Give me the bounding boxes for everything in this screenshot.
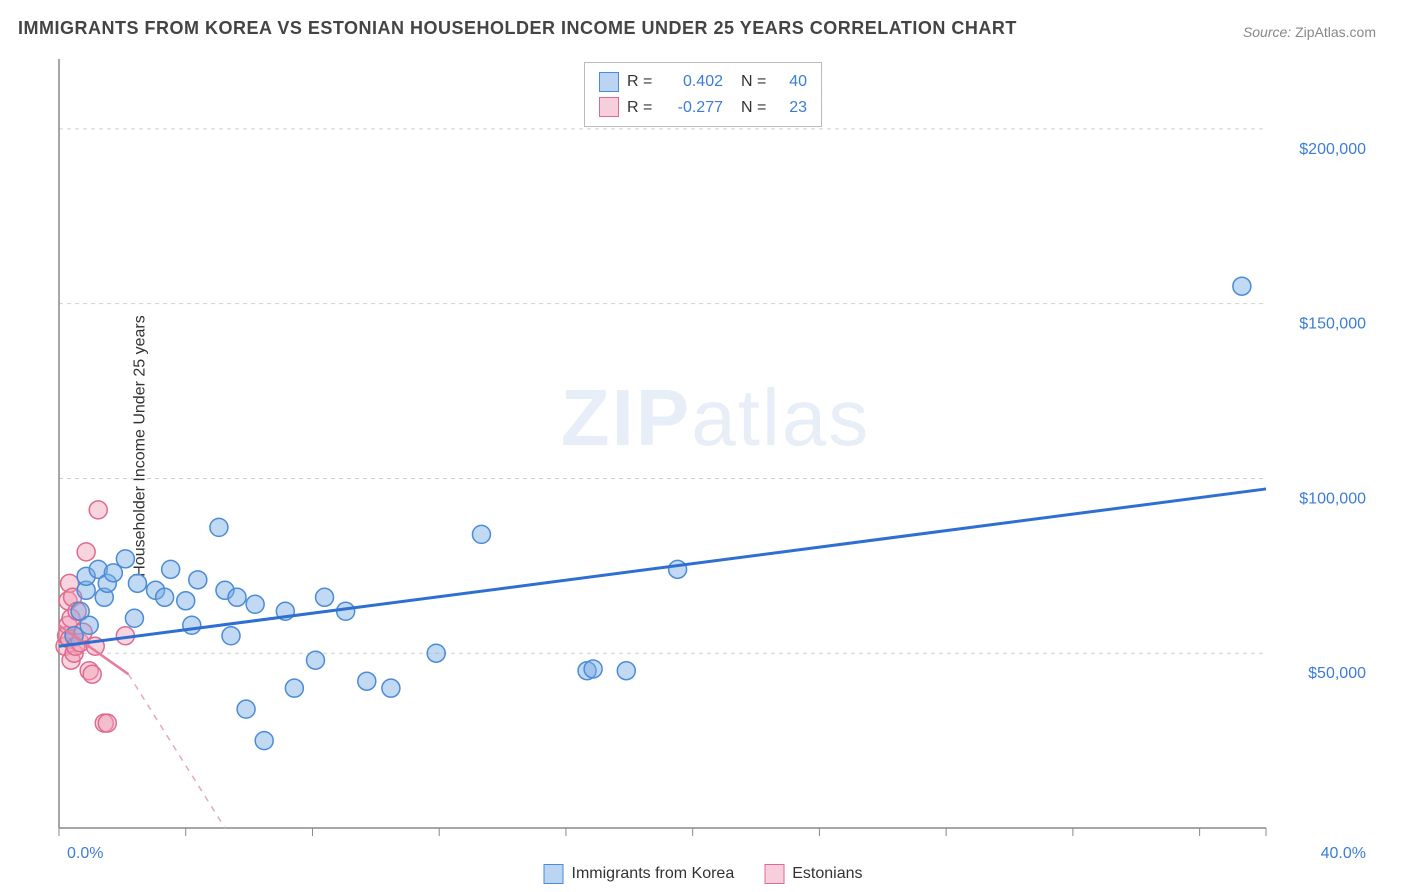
data-point-blue: [358, 672, 376, 690]
source-label: Source:: [1243, 24, 1291, 40]
data-point-pink: [89, 501, 107, 519]
data-point-blue: [584, 660, 602, 678]
data-point-blue: [427, 644, 445, 662]
data-point-blue: [306, 651, 324, 669]
chart-title: IMMIGRANTS FROM KOREA VS ESTONIAN HOUSEH…: [18, 18, 1017, 39]
data-point-blue: [177, 592, 195, 610]
r-value-pink: -0.277: [663, 95, 723, 121]
data-point-blue: [237, 700, 255, 718]
legend-item-blue: Immigrants from Korea: [544, 864, 735, 884]
r-label: R =: [627, 69, 655, 95]
x-start-label: 0.0%: [67, 845, 103, 862]
trend-line-pink-extrapolated: [128, 674, 225, 828]
data-point-blue: [246, 595, 264, 613]
data-point-blue: [472, 525, 490, 543]
trend-line-blue: [59, 489, 1266, 646]
data-point-blue: [80, 616, 98, 634]
data-point-blue: [162, 560, 180, 578]
data-point-blue: [228, 588, 246, 606]
y-tick-label: $150,000: [1299, 316, 1366, 333]
n-label: N =: [741, 69, 769, 95]
swatch-blue: [544, 864, 564, 884]
data-point-blue: [617, 662, 635, 680]
y-tick-label: $50,000: [1308, 665, 1366, 682]
data-point-blue: [382, 679, 400, 697]
legend-row-blue: R = 0.402 N = 40: [599, 69, 807, 95]
swatch-blue: [599, 72, 619, 92]
legend-row-pink: R = -0.277 N = 23: [599, 95, 807, 121]
x-end-label: 40.0%: [1321, 845, 1366, 862]
y-tick-label: $200,000: [1299, 141, 1366, 158]
legend-label-pink: Estonians: [792, 865, 862, 883]
data-point-blue: [1233, 277, 1251, 295]
r-value-blue: 0.402: [663, 69, 723, 95]
plot-area: ZIPatlas $50,000$100,000$150,000$200,000…: [55, 55, 1376, 862]
n-value-blue: 40: [777, 69, 807, 95]
data-point-blue: [285, 679, 303, 697]
correlation-legend: R = 0.402 N = 40 R = -0.277 N = 23: [584, 62, 822, 127]
n-label: N =: [741, 95, 769, 121]
source-name: ZipAtlas.com: [1295, 24, 1376, 40]
legend-item-pink: Estonians: [764, 864, 862, 884]
data-point-blue: [116, 550, 134, 568]
legend-label-blue: Immigrants from Korea: [572, 865, 735, 883]
data-point-blue: [183, 616, 201, 634]
data-point-pink: [98, 714, 116, 732]
data-point-blue: [125, 609, 143, 627]
data-point-blue: [669, 560, 687, 578]
swatch-pink: [764, 864, 784, 884]
data-point-blue: [222, 627, 240, 645]
data-point-pink: [77, 543, 95, 561]
scatter-plot-svg: $50,000 $100,000 $150,000 $200,000 0.0% 40.0%: [55, 55, 1376, 862]
y-tick-label: $100,000: [1299, 490, 1366, 507]
data-point-blue: [189, 571, 207, 589]
r-label: R =: [627, 95, 655, 121]
data-point-blue: [316, 588, 334, 606]
data-point-blue: [156, 588, 174, 606]
series-legend: Immigrants from Korea Estonians: [544, 864, 863, 884]
data-point-blue: [128, 574, 146, 592]
n-value-pink: 23: [777, 95, 807, 121]
data-point-blue: [255, 732, 273, 750]
data-point-pink: [83, 665, 101, 683]
data-point-blue: [337, 602, 355, 620]
data-point-blue: [210, 518, 228, 536]
swatch-pink: [599, 97, 619, 117]
source-attribution: Source: ZipAtlas.com: [1243, 24, 1376, 40]
